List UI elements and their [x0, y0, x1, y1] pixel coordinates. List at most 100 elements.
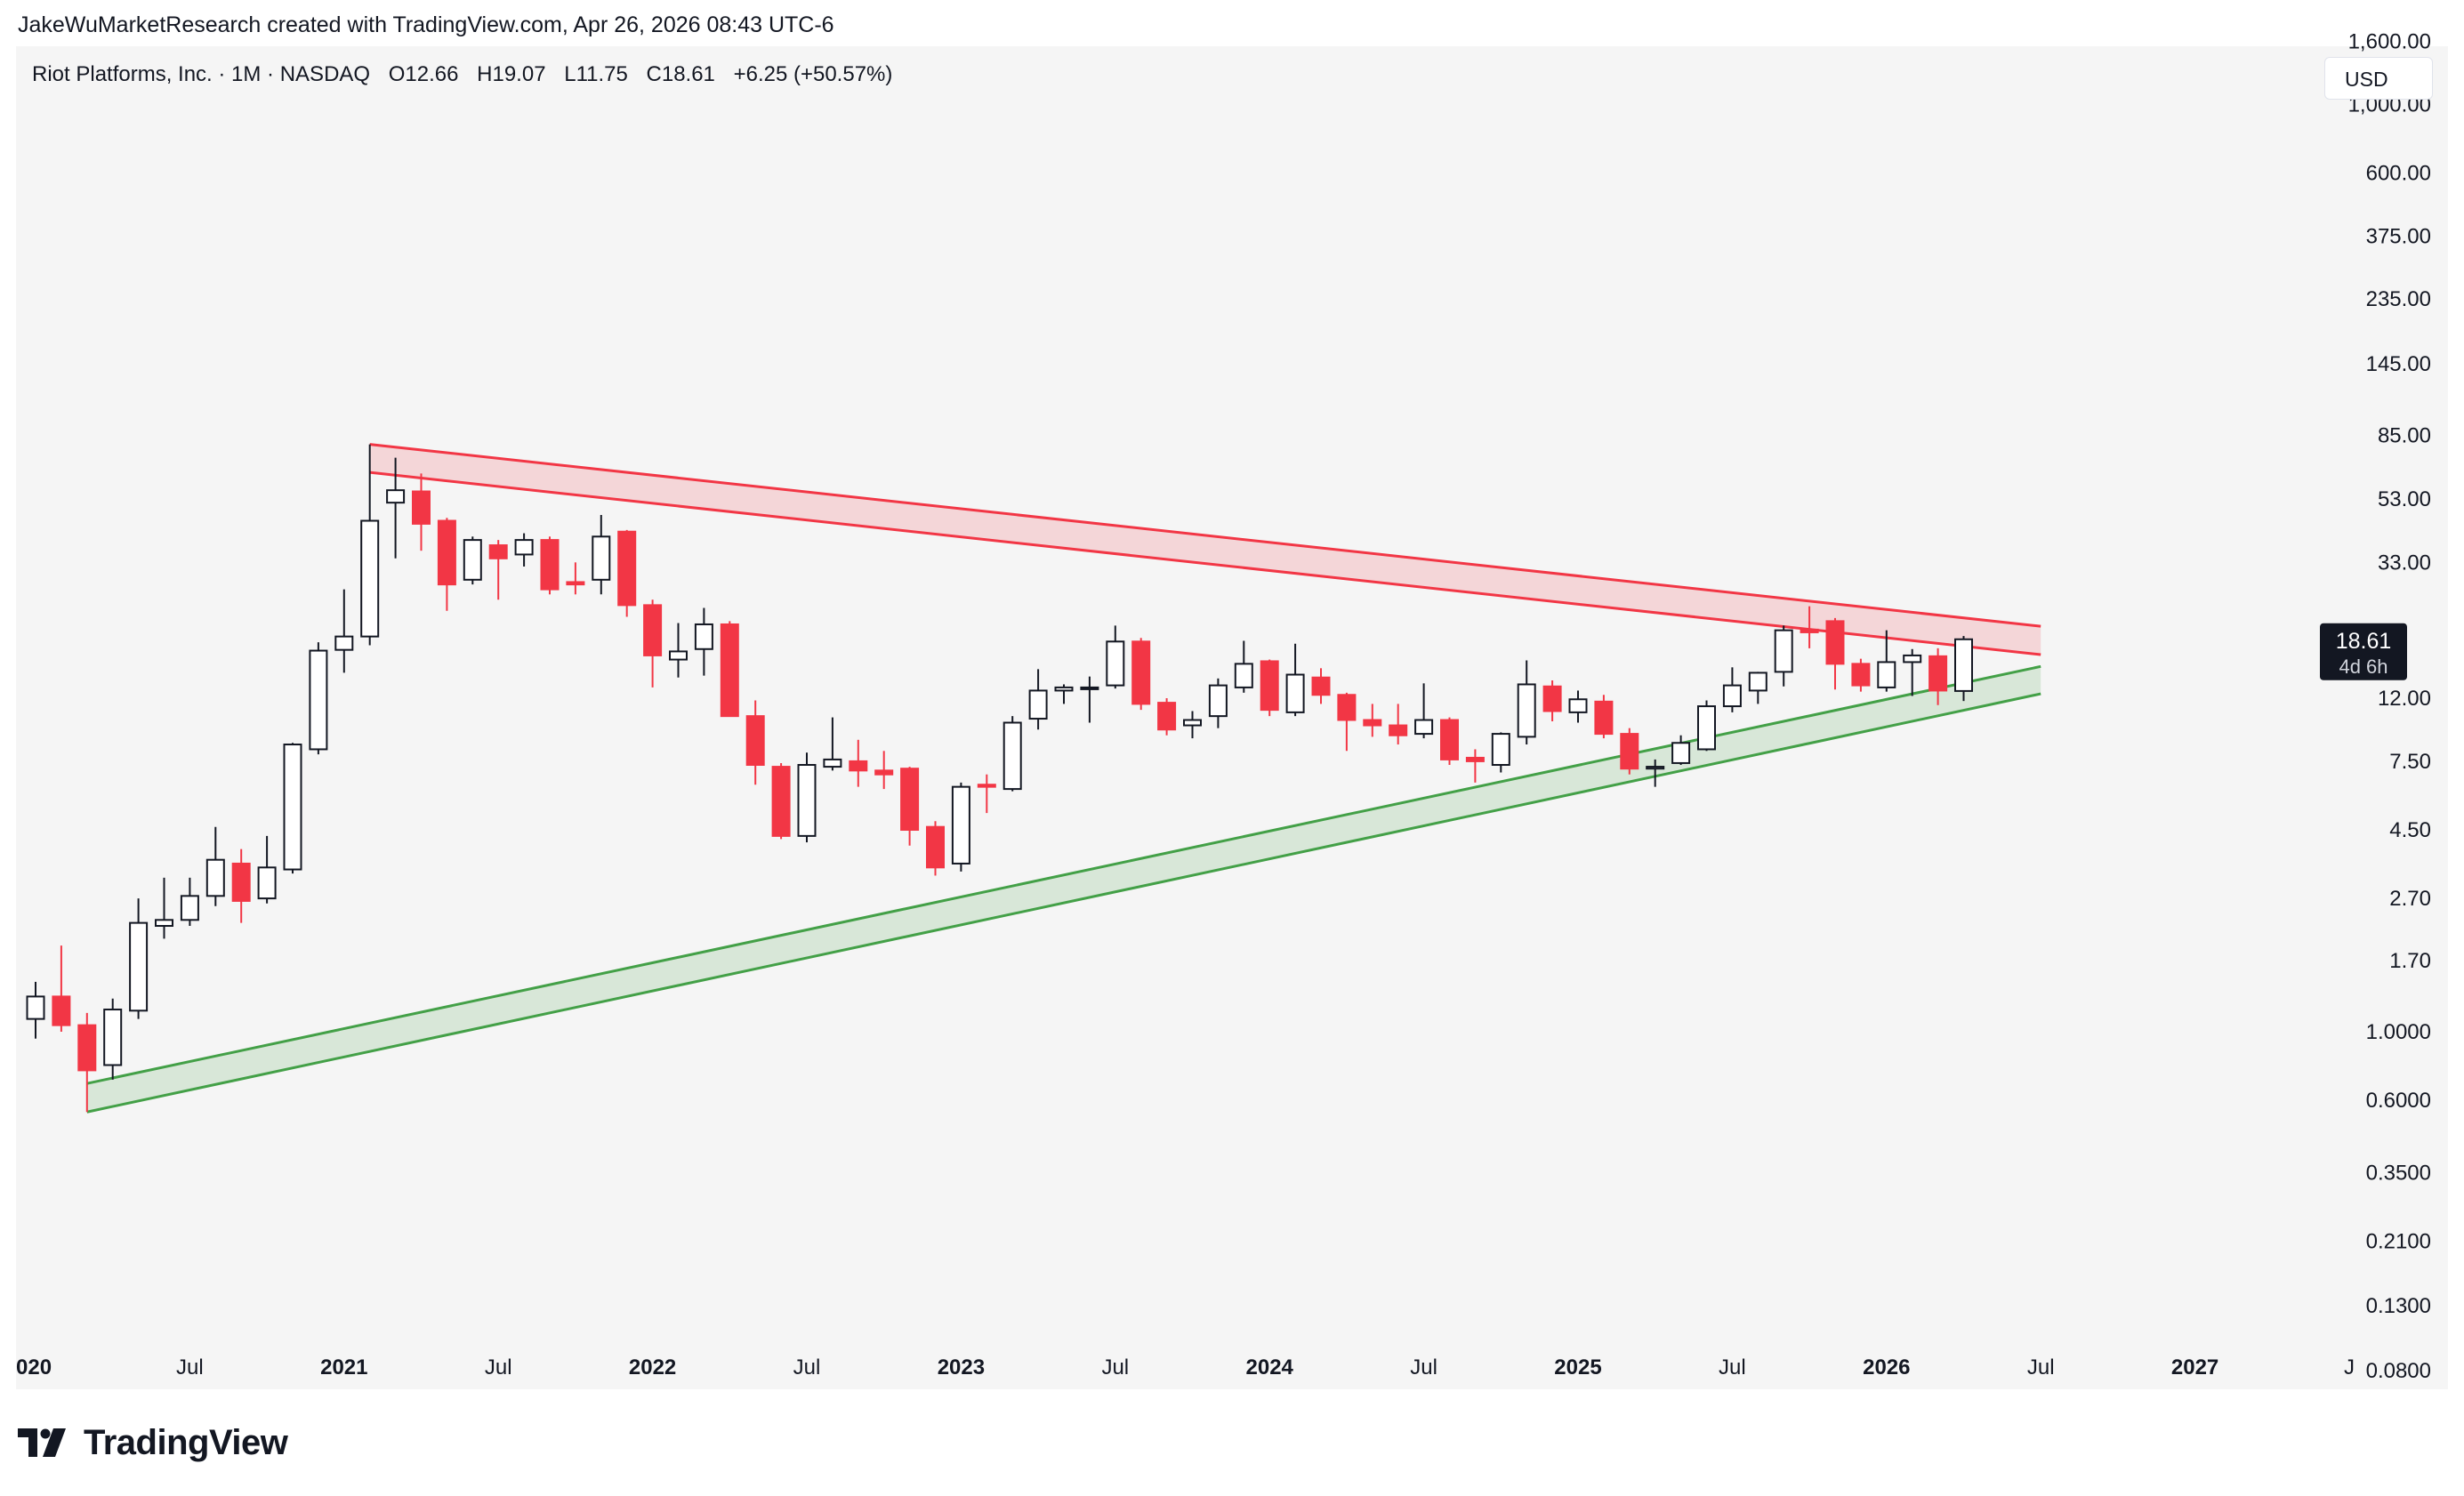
candle-body	[1311, 676, 1331, 696]
candle-body	[1389, 724, 1408, 736]
candle-body	[823, 758, 842, 768]
candle-body	[52, 995, 71, 1026]
candle-body	[437, 519, 456, 586]
candle-body	[643, 604, 663, 656]
candle-body	[1748, 672, 1767, 692]
candle-body	[540, 539, 560, 591]
y-tick-label: 1.70	[2389, 949, 2431, 973]
brand-footer[interactable]: TradingView	[18, 1421, 288, 1464]
candle-body	[1234, 663, 1253, 688]
candle-body	[488, 544, 508, 559]
y-tick-label: 53.00	[2378, 487, 2431, 511]
y-tick-label: 4.50	[2389, 818, 2431, 842]
x-tick-label: Jul	[2027, 1355, 2055, 1379]
candle-body	[1929, 655, 1948, 692]
candle-body	[129, 921, 149, 1012]
candle-body	[155, 919, 173, 928]
candle-body	[1337, 694, 1357, 721]
x-tick-label: Jul	[1101, 1355, 1129, 1379]
y-tick-label: 85.00	[2378, 424, 2431, 448]
x-tick-label: 2025	[1554, 1355, 1601, 1379]
candle-body	[1671, 742, 1691, 764]
candle-body	[1774, 629, 1793, 673]
candle-body	[231, 862, 251, 902]
x-tick-label: 2027	[2171, 1355, 2218, 1379]
candle-body	[1080, 686, 1099, 690]
candle-body	[1260, 660, 1279, 712]
y-tick-label: 235.00	[2366, 287, 2431, 311]
candle-body	[309, 649, 328, 751]
candle-body	[1363, 719, 1382, 727]
y-tick-label: 145.00	[2366, 352, 2431, 376]
candle-body	[1517, 683, 1536, 738]
candle-body	[1851, 663, 1871, 687]
candle-body	[926, 825, 945, 869]
brand-name: TradingView	[84, 1422, 288, 1462]
channel-upper-line-0	[369, 443, 2041, 628]
y-tick-label: 1.0000	[2366, 1020, 2431, 1044]
y-tick-label: 0.6000	[2366, 1089, 2431, 1113]
y-tick-label: 33.00	[2378, 551, 2431, 575]
candle-body	[720, 623, 739, 718]
candle-body	[1157, 702, 1177, 731]
y-tick-label: 375.00	[2366, 225, 2431, 249]
candle-body	[874, 769, 894, 776]
candle-body	[1646, 766, 1665, 770]
y-tick-label: 0.0800	[2366, 1359, 2431, 1383]
candle-body	[1465, 756, 1485, 762]
candle-body	[1620, 733, 1639, 770]
candle-body	[771, 766, 791, 837]
candle-body	[1106, 640, 1125, 687]
candle-body	[1285, 673, 1305, 713]
candle-body	[1183, 719, 1202, 727]
y-tick-label: 0.1300	[2366, 1294, 2431, 1318]
candle-body	[1697, 705, 1716, 751]
candle-body	[592, 535, 611, 581]
candle-body	[745, 715, 765, 766]
y-tick-label: 0.3500	[2366, 1161, 2431, 1185]
tradingview-logo-icon	[18, 1428, 66, 1457]
symbol-name[interactable]: Riot Platforms, Inc. · 1M · NASDAQ	[32, 62, 371, 86]
candle-body	[797, 763, 817, 837]
candle-body	[1131, 640, 1151, 705]
candle-body	[1825, 620, 1845, 665]
last-price-label: 18.61	[2336, 629, 2392, 654]
x-tick-label: 2023	[938, 1355, 985, 1379]
candle-body	[1594, 700, 1614, 736]
candle-body	[386, 489, 406, 504]
candle-body	[463, 539, 482, 581]
x-tick-label: J	[2344, 1355, 2355, 1379]
candle-body	[1414, 719, 1434, 736]
candle-body	[360, 519, 380, 638]
candle-body	[1568, 698, 1588, 713]
candle-body	[617, 530, 637, 607]
candle-body	[1440, 719, 1459, 760]
symbol-legend: Riot Platforms, Inc. · 1M · NASDAQ O12.6…	[32, 62, 905, 87]
currency-selector[interactable]: USD	[2324, 57, 2433, 100]
y-tick-label: 600.00	[2366, 162, 2431, 186]
channel-lower-line-1	[86, 692, 2041, 1114]
candle-body	[900, 768, 920, 832]
bar-countdown-label: 4d 6h	[2339, 656, 2388, 678]
x-tick-label: Jul	[1410, 1355, 1437, 1379]
candle-body	[1003, 721, 1022, 791]
last-price-badge	[2320, 623, 2407, 680]
chart-credit: JakeWuMarketResearch created with Tradin…	[18, 12, 834, 37]
ohlc-open: O12.66	[388, 62, 459, 86]
channel-fill-0	[369, 444, 2041, 656]
chart-area[interactable]	[16, 46, 2448, 1389]
channel-fill-1	[86, 666, 2041, 1113]
candle-body	[669, 650, 688, 661]
candle-body	[77, 1024, 97, 1072]
candle-body	[412, 490, 431, 525]
y-tick-label: 1,600.00	[2348, 30, 2431, 54]
x-tick-label: Jul	[485, 1355, 512, 1379]
candle-body	[1208, 684, 1228, 718]
x-tick-label: Jul	[793, 1355, 821, 1379]
candle-body	[566, 581, 585, 586]
x-tick-label: Jul	[1719, 1355, 1746, 1379]
candle-body	[951, 785, 970, 865]
candle-body	[103, 1009, 123, 1066]
candle-body	[1903, 654, 1922, 664]
